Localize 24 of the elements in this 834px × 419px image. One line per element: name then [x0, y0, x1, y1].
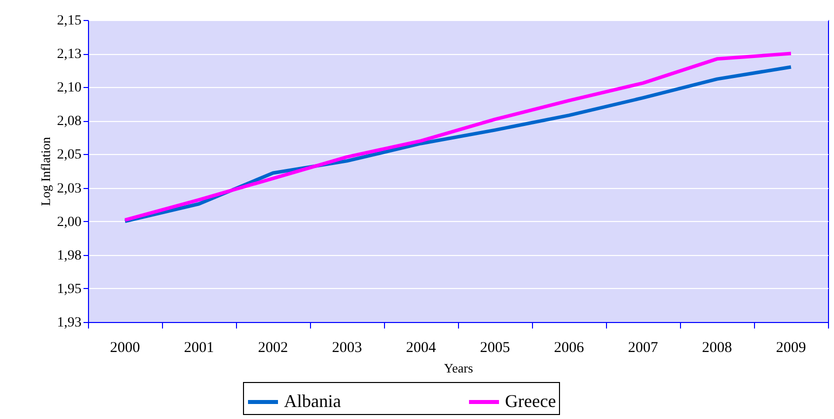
y-tick-label: 2,13: [57, 47, 82, 62]
y-axis-title: Log Inflation: [38, 136, 53, 206]
x-tick-label: 2003: [332, 340, 362, 356]
legend-label: Albania: [284, 391, 341, 411]
y-tick-label: 2,15: [57, 14, 82, 28]
x-tick-label: 2005: [480, 340, 510, 356]
x-tick-label: 2006: [554, 340, 584, 356]
x-tick-label: 2001: [184, 340, 214, 356]
x-tick-label: 2000: [110, 340, 140, 356]
y-tick-label: 2,03: [57, 181, 82, 196]
y-tick-label: 2,05: [57, 148, 82, 163]
x-tick-label: 2008: [702, 340, 732, 356]
y-tick-label: 1,95: [57, 282, 82, 297]
x-tick-label: 2002: [258, 340, 288, 356]
y-tick-label: 1,98: [57, 248, 82, 264]
y-tick-label: 2,00: [57, 214, 82, 230]
x-tick-label: 2004: [406, 340, 436, 356]
y-tick-label: 2,10: [57, 80, 82, 96]
legend-label: Greece: [505, 391, 556, 411]
y-tick-label: 2,08: [57, 114, 82, 130]
x-tick-label: 2007: [628, 340, 658, 356]
y-tick-label: 1,93: [57, 316, 82, 330]
x-tick-label: 2009: [776, 340, 806, 356]
x-axis-title: Years: [444, 360, 474, 376]
